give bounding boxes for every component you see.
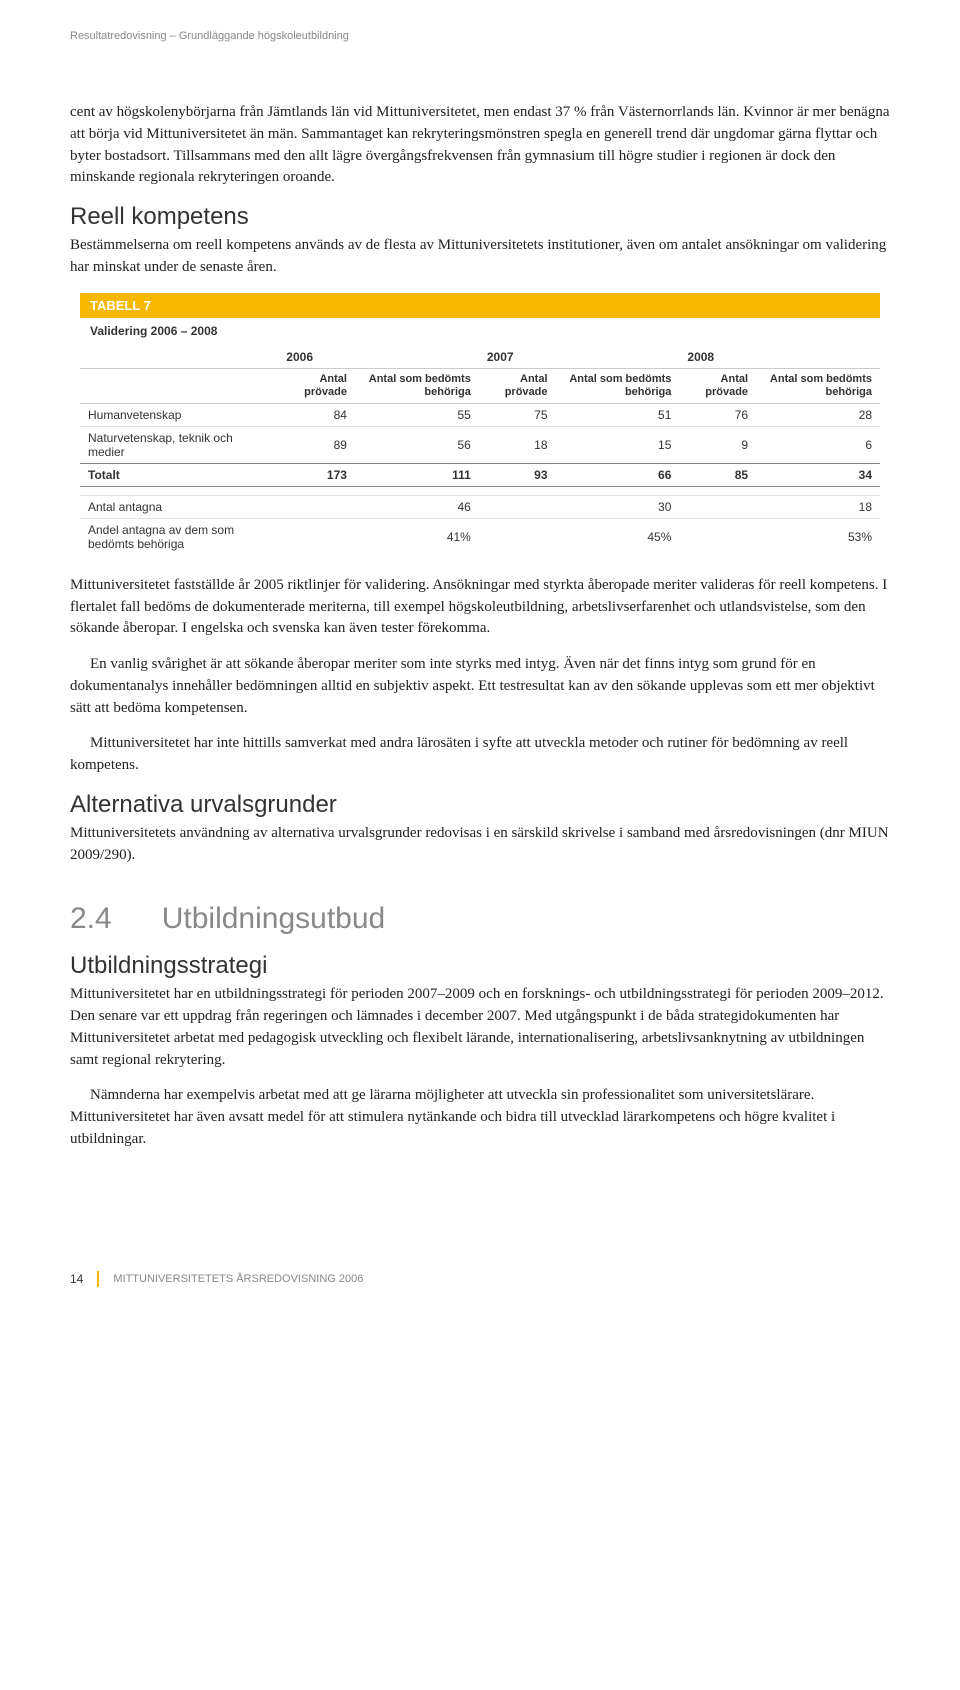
cell: 56 <box>355 426 479 463</box>
cell: 84 <box>278 403 355 426</box>
cell: 93 <box>479 463 556 486</box>
cell: 75 <box>479 403 556 426</box>
year-header: 2006 <box>278 342 479 369</box>
cell: 18 <box>756 495 880 518</box>
row-label: Naturvetenskap, teknik och medier <box>80 426 278 463</box>
cell: 51 <box>556 403 680 426</box>
row-label: Andel antagna av dem som bedömts behörig… <box>80 518 278 555</box>
section-number: 2.4 <box>70 902 112 935</box>
year-header: 2007 <box>479 342 680 369</box>
heading-reell-kompetens: Reell kompetens <box>70 203 890 231</box>
col-header: Antal som bedömts behöriga <box>556 368 680 403</box>
cell: 173 <box>278 463 355 486</box>
table-subtitle: Validering 2006 – 2008 <box>80 318 880 342</box>
year-header: 2008 <box>679 342 880 369</box>
cell: 89 <box>278 426 355 463</box>
paragraph: cent av högskolenybörjarna från Jämtland… <box>70 102 890 189</box>
cell: 55 <box>355 403 479 426</box>
cell: 41% <box>355 518 479 555</box>
validation-table: 2006 2007 2008 Antal prövade Antal som b… <box>80 342 880 555</box>
cell: 45% <box>556 518 680 555</box>
cell: 34 <box>756 463 880 486</box>
paragraph: En vanlig svårighet är att sökande åbero… <box>70 654 890 719</box>
col-header: Antal prövade <box>679 368 756 403</box>
heading-alternativa: Alternativa urvalsgrunder <box>70 791 890 819</box>
row-label: Antal antagna <box>80 495 278 518</box>
section-title: Utbildningsutbud <box>162 902 386 935</box>
page-number: 14 <box>70 1272 83 1286</box>
cell: 85 <box>679 463 756 486</box>
cell: 46 <box>355 495 479 518</box>
cell: 66 <box>556 463 680 486</box>
cell: 9 <box>679 426 756 463</box>
cell: 111 <box>355 463 479 486</box>
page-footer: 14 MITTUNIVERSITETETS ÅRSREDOVISNING 200… <box>70 1271 890 1287</box>
footer-text: MITTUNIVERSITETETS ÅRSREDOVISNING 2006 <box>113 1273 363 1285</box>
table-row: Antal antagna 46 30 18 <box>80 495 880 518</box>
cell: 18 <box>479 426 556 463</box>
table-7: TABELL 7 Validering 2006 – 2008 2006 200… <box>80 293 880 555</box>
table-title: TABELL 7 <box>80 293 880 318</box>
row-label: Totalt <box>80 463 278 486</box>
cell: 53% <box>756 518 880 555</box>
table-row: Humanvetenskap 84 55 75 51 76 28 <box>80 403 880 426</box>
col-header: Antal som bedömts behöriga <box>756 368 880 403</box>
table-row: Naturvetenskap, teknik och medier 89 56 … <box>80 426 880 463</box>
col-header: Antal prövade <box>278 368 355 403</box>
row-label: Humanvetenskap <box>80 403 278 426</box>
cell: 15 <box>556 426 680 463</box>
col-header: Antal som bedömts behöriga <box>355 368 479 403</box>
paragraph: Mittuniversitetets användning av alterna… <box>70 823 890 867</box>
cell: 30 <box>556 495 680 518</box>
heading-utbildningsstrategi: Utbildningsstrategi <box>70 952 890 980</box>
table-row: Andel antagna av dem som bedömts behörig… <box>80 518 880 555</box>
section-heading: 2.4 Utbildningsutbud <box>70 902 890 936</box>
cell: 28 <box>756 403 880 426</box>
paragraph: Bestämmelserna om reell kompetens använd… <box>70 235 890 279</box>
cell: 6 <box>756 426 880 463</box>
running-header: Resultatredovisning – Grundläggande högs… <box>70 30 890 42</box>
footer-divider-icon <box>97 1271 99 1287</box>
paragraph: Mittuniversitetet fastställde år 2005 ri… <box>70 575 890 640</box>
paragraph: Mittuniversitetet har inte hittills samv… <box>70 733 890 777</box>
paragraph: Nämnderna har exempelvis arbetat med att… <box>70 1085 890 1150</box>
cell: 76 <box>679 403 756 426</box>
col-header: Antal prövade <box>479 368 556 403</box>
table-row-total: Totalt 173 111 93 66 85 34 <box>80 463 880 486</box>
paragraph: Mittuniversitetet har en utbildningsstra… <box>70 984 890 1071</box>
